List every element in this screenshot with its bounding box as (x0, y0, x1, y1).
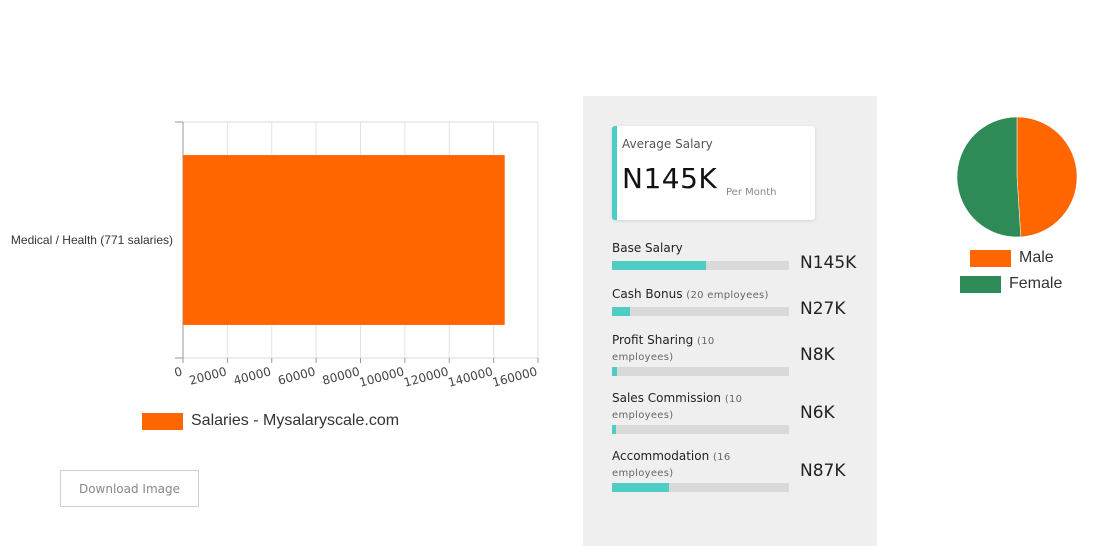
metric-value: N27K (800, 299, 846, 319)
legend-label-male: Male (1019, 249, 1054, 266)
x-tick-label: 20000 (188, 364, 229, 387)
metric-value: N145K (800, 253, 857, 273)
metric-value: N6K (800, 403, 835, 423)
legend-swatch-salaries (142, 412, 183, 430)
x-tick-label: 0 (173, 364, 184, 380)
legend-swatch-female (960, 275, 1001, 293)
x-tick-label: 120000 (402, 364, 450, 389)
pie-legend-item-male: Male (960, 245, 1062, 271)
x-tick-label: 160000 (491, 364, 539, 389)
gender-pie-chart (956, 116, 1078, 238)
pie-slice-female (956, 116, 1022, 238)
x-tick-label: 60000 (276, 364, 317, 387)
pie-slice-male (1016, 116, 1078, 238)
pie-legend: Male Female (960, 245, 1062, 297)
metric-sublabel: (16 employees) (612, 452, 731, 479)
download-image-button[interactable]: Download Image (60, 470, 199, 507)
x-tick-label: 80000 (321, 364, 362, 387)
average-salary-title: Average Salary (622, 137, 713, 151)
metric-bar-track (612, 483, 789, 492)
metric-label: Accommodation (612, 449, 710, 463)
x-tick-label: 40000 (232, 364, 273, 387)
metric-label: Base Salary (612, 241, 683, 255)
metric-label: Profit Sharing (612, 333, 694, 347)
metric-value: N87K (800, 461, 846, 481)
metric-sales-commission: Sales Commission (10 employees) N6K (612, 391, 862, 434)
average-salary-value: N145K (622, 162, 718, 195)
metric-label: Sales Commission (612, 391, 721, 405)
metric-base-salary: Base Salary N145K (612, 241, 862, 281)
metric-bar-fill (612, 261, 706, 270)
metric-profit-sharing: Profit Sharing (10 employees) N8K (612, 333, 862, 376)
legend-swatch-male (970, 249, 1011, 267)
x-tick-label: 140000 (447, 364, 495, 389)
metric-value: N8K (800, 345, 835, 365)
metric-bar-track (612, 261, 789, 270)
salary-bar-chart: 0 20000 40000 60000 800001000001200001400001… (11, 121, 539, 390)
bar-medical-health (183, 155, 505, 325)
legend-label-female: Female (1009, 275, 1063, 292)
metric-bar-track (612, 367, 789, 376)
metric-bar-fill (612, 367, 618, 376)
average-salary-card: Average Salary N145K Per Month (612, 126, 815, 220)
bar-chart-legend: Salaries - Mysalaryscale.com (142, 412, 399, 430)
metric-sublabel: (20 employees) (686, 290, 769, 301)
pie-legend-item-female: Female (960, 271, 1062, 297)
metric-accommodation: Accommodation (16 employees) N87K (612, 449, 862, 492)
metric-bar-fill (612, 307, 630, 316)
legend-label-salaries: Salaries - Mysalaryscale.com (191, 412, 400, 429)
metric-bar-track (612, 425, 789, 434)
metric-bar-fill (612, 425, 616, 434)
metric-bar-track (612, 307, 789, 316)
y-category-label: Medical / Health (771 salaries) (11, 233, 173, 247)
metric-bar-fill (612, 483, 669, 492)
metric-cash-bonus: Cash Bonus (20 employees) N27K (612, 287, 862, 327)
average-salary-unit: Per Month (726, 187, 777, 198)
metric-sublabel: (10 employees) (612, 394, 743, 421)
metric-label: Cash Bonus (612, 287, 683, 301)
salary-summary-panel: Average Salary N145K Per Month Base Sala… (583, 96, 877, 546)
metric-sublabel: (10 employees) (612, 336, 715, 363)
x-tick-label: 100000 (358, 364, 406, 389)
